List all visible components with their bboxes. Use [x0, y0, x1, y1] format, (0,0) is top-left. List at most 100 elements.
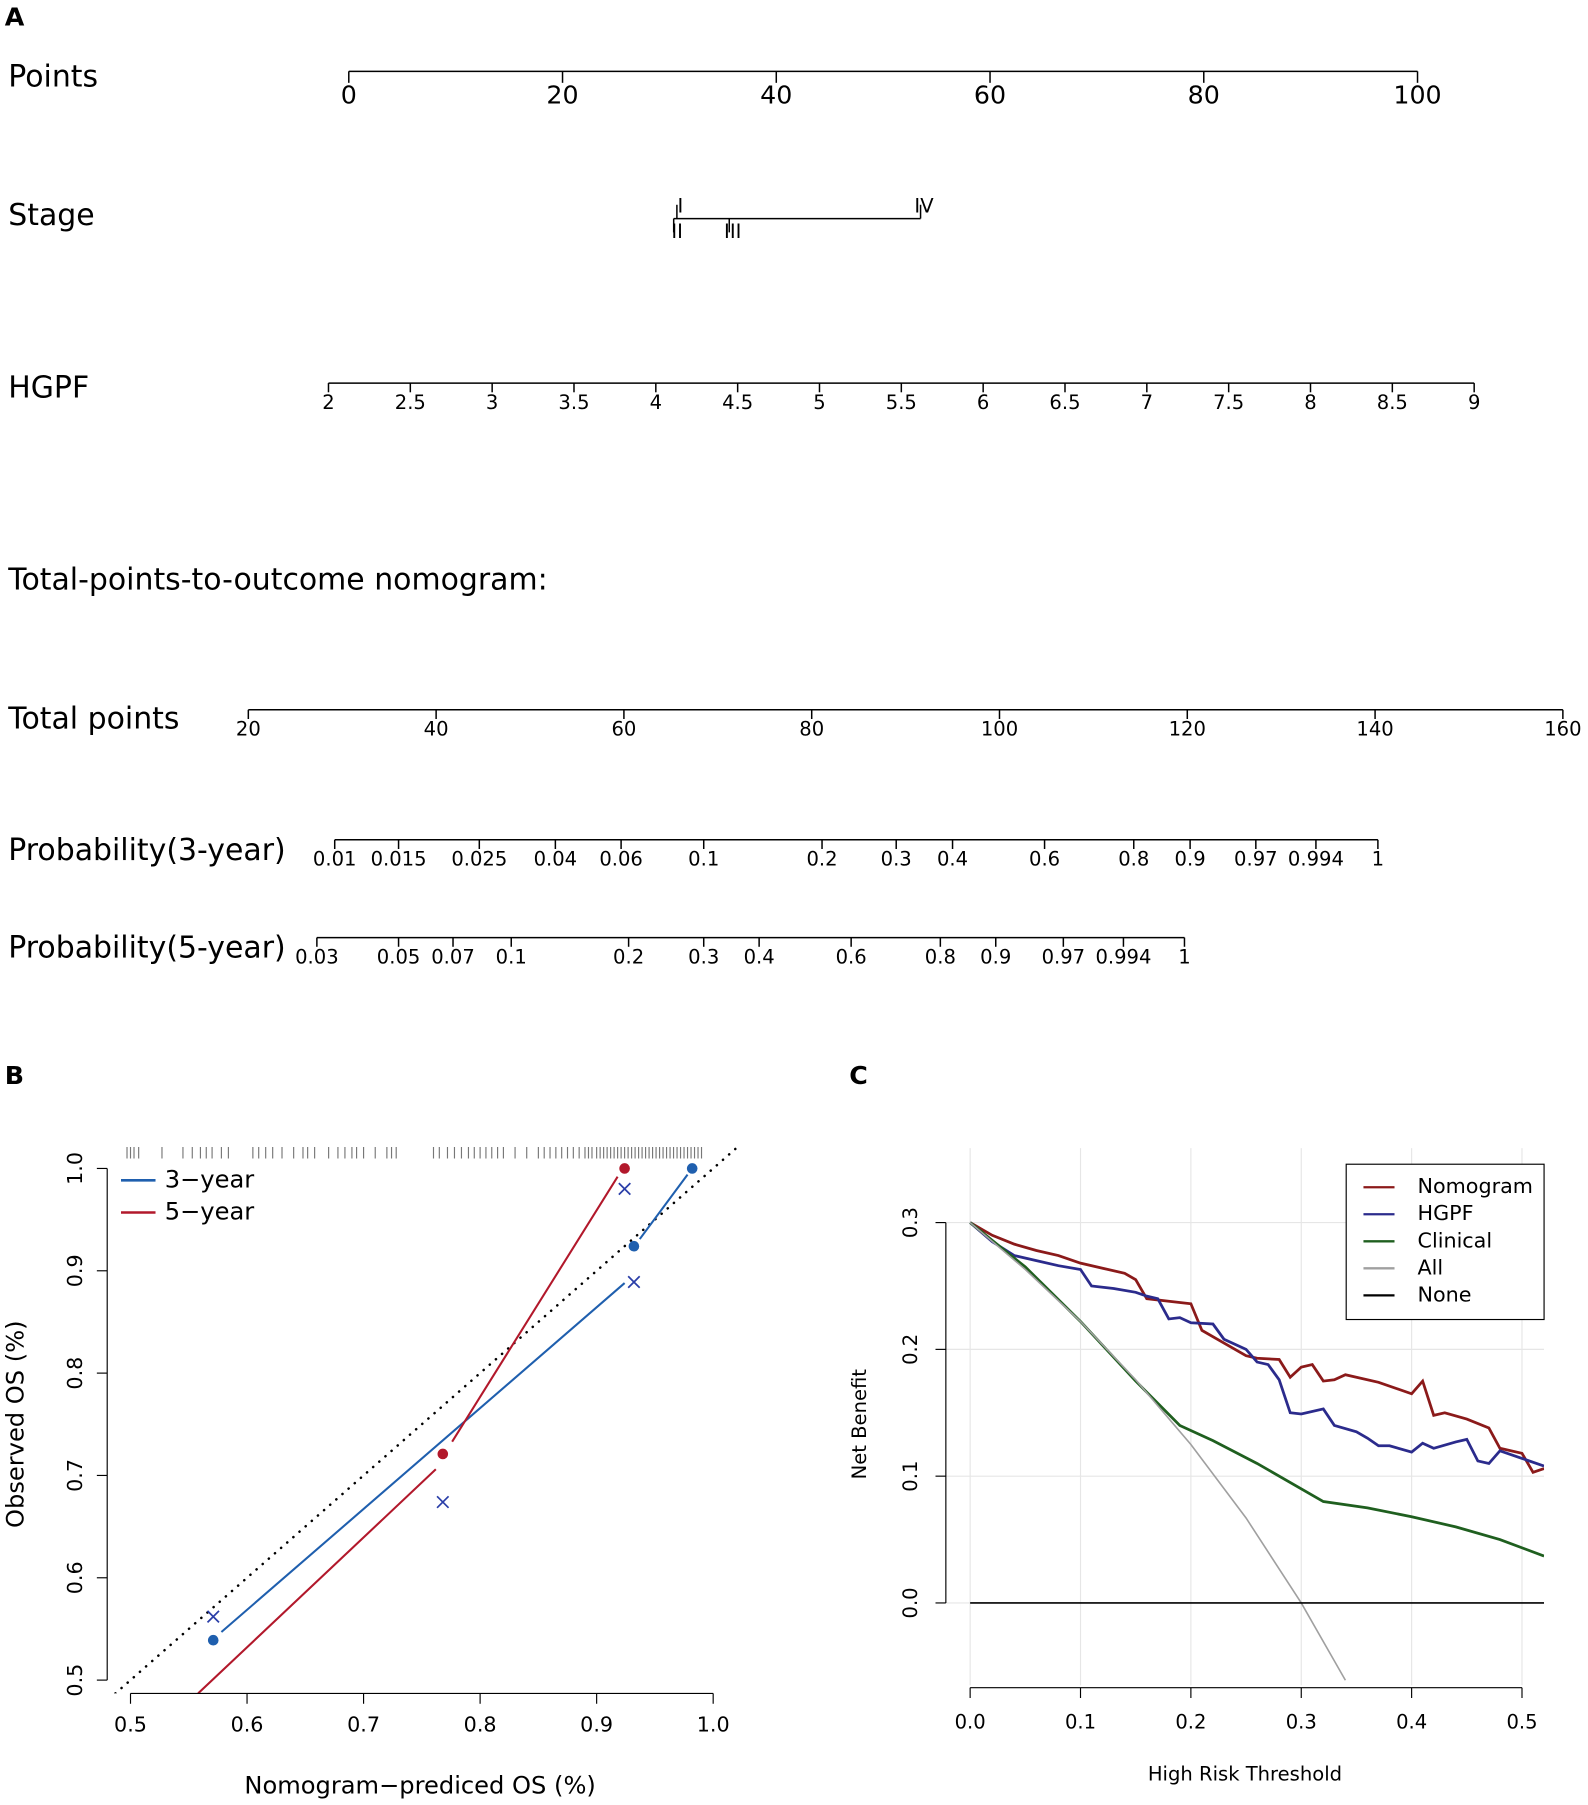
corrected-point	[206, 1610, 220, 1624]
tick-label: 0.07	[431, 945, 475, 968]
tick-label: 0.1	[496, 945, 527, 968]
tick-label: 0.025	[451, 848, 507, 871]
x-tick-label: 0.4	[1396, 1711, 1427, 1734]
y-tick-label: 0.3	[899, 1207, 922, 1238]
tick-label: 1	[1372, 848, 1384, 871]
tick-label: 0.03	[295, 945, 339, 968]
observed-point	[437, 1448, 449, 1460]
tick-label: 2.5	[395, 391, 426, 414]
tick-label: 0.8	[1118, 848, 1149, 871]
corrected-point	[618, 1182, 631, 1196]
x-tick-label: 0.6	[231, 1713, 264, 1737]
row-label: Stage	[8, 198, 94, 233]
y-tick-label: 0.7	[63, 1459, 87, 1492]
y-tick-label: 0.5	[63, 1664, 87, 1697]
y-tick-label: 0.6	[63, 1561, 87, 1594]
panel-label: A	[5, 2, 25, 31]
tick-label: 0.97	[1234, 848, 1278, 871]
row-label: Total points	[7, 702, 179, 737]
net-benefit-line	[969, 1221, 1545, 1468]
y-axis-label: Observed OS (%)	[1, 1320, 29, 1528]
y-tick-label: 1.0	[63, 1152, 87, 1185]
tick-label: 0.4	[744, 945, 775, 968]
reference-diagonal	[114, 1146, 737, 1694]
x-tick-label: 1.0	[697, 1713, 730, 1737]
legend-label: All	[1418, 1255, 1444, 1279]
tick-label: 0	[341, 81, 357, 110]
tick-label: 7.5	[1213, 391, 1244, 414]
fit-line	[220, 1173, 689, 1633]
y-tick-label: 0.8	[63, 1357, 87, 1390]
tick-label: 100	[1393, 81, 1441, 110]
y-axis-label: Net Benefit	[848, 1369, 871, 1480]
tick-label: 0.8	[925, 945, 956, 968]
tick-label: 4.5	[722, 391, 753, 414]
tick-label: 4	[650, 391, 662, 414]
tick-label: 40	[760, 81, 792, 110]
y-tick-label: 0.1	[899, 1461, 922, 1492]
tick-label: 0.04	[534, 848, 578, 871]
tick-label: 60	[611, 718, 636, 741]
tick-label: 120	[1169, 718, 1206, 741]
y-tick-label: 0.9	[63, 1254, 87, 1287]
tick-label: 0.97	[1042, 945, 1086, 968]
x-tick-label: 0.7	[347, 1713, 380, 1737]
tick-label: 60	[974, 81, 1006, 110]
row-label: HGPF	[8, 370, 89, 405]
tick-label: 20	[546, 81, 578, 110]
panel-label: C	[849, 1061, 868, 1090]
observed-point	[686, 1163, 698, 1174]
observed-point	[619, 1163, 630, 1174]
observed-point	[628, 1240, 640, 1252]
tick-label: 100	[981, 718, 1018, 741]
calibration-plot	[114, 1146, 737, 1694]
tick-label: 140	[1356, 718, 1393, 741]
tick-label: 7	[1141, 391, 1153, 414]
net-benefit-line	[969, 1221, 1545, 1475]
tick-label: 0.06	[599, 848, 643, 871]
legend-label: None	[1418, 1282, 1472, 1306]
tick-label: 8	[1304, 391, 1316, 414]
subtitle: Total-points-to-outcome nomogram:	[7, 562, 547, 597]
x-axis-label: Nomogram−prediced OS (%)	[244, 1772, 595, 1800]
fit-line	[197, 1176, 619, 1694]
corrected-point	[627, 1275, 641, 1289]
x-tick-label: 0.1	[1065, 1711, 1096, 1734]
tick-label: 8.5	[1377, 391, 1408, 414]
tick-label: 3	[486, 391, 498, 414]
tick-label: 0.9	[980, 945, 1011, 968]
tick-label: 160	[1544, 718, 1581, 741]
tick-label: 0.05	[377, 945, 421, 968]
x-tick-label: 0.8	[464, 1713, 497, 1737]
legend-label: Clinical	[1418, 1228, 1493, 1252]
tick-label: 2	[322, 391, 334, 414]
x-tick-label: 0.3	[1286, 1711, 1317, 1734]
y-tick-label: 0.0	[899, 1587, 922, 1618]
tick-label: 0.2	[806, 848, 837, 871]
tick-label: 0.6	[1029, 848, 1060, 871]
tick-label: III	[724, 220, 741, 243]
tick-label: 3.5	[558, 391, 589, 414]
tick-label: 0.4	[937, 848, 968, 871]
row-label: Points	[8, 60, 98, 95]
legend-label: 5−year	[165, 1198, 255, 1226]
legend-label: 3−year	[165, 1165, 255, 1193]
tick-label: 5	[813, 391, 825, 414]
y-tick-label: 0.2	[899, 1334, 922, 1365]
corrected-point	[436, 1495, 450, 1509]
tick-label: 0.6	[836, 945, 867, 968]
tick-label: 80	[799, 718, 824, 741]
net-benefit-line	[969, 1221, 1347, 1681]
tick-label: 0.994	[1095, 945, 1151, 968]
observed-point	[207, 1634, 219, 1646]
x-tick-label: 0.5	[1506, 1711, 1537, 1734]
tick-label: 6.5	[1049, 391, 1080, 414]
tick-label: 0.3	[881, 848, 912, 871]
tick-label: IV	[914, 195, 934, 218]
tick-label: 6	[977, 391, 989, 414]
x-tick-label: 0.9	[580, 1713, 613, 1737]
row-label: Probability(5-year)	[8, 931, 285, 966]
legend-label: HGPF	[1418, 1201, 1474, 1225]
tick-label: 20	[236, 718, 261, 741]
